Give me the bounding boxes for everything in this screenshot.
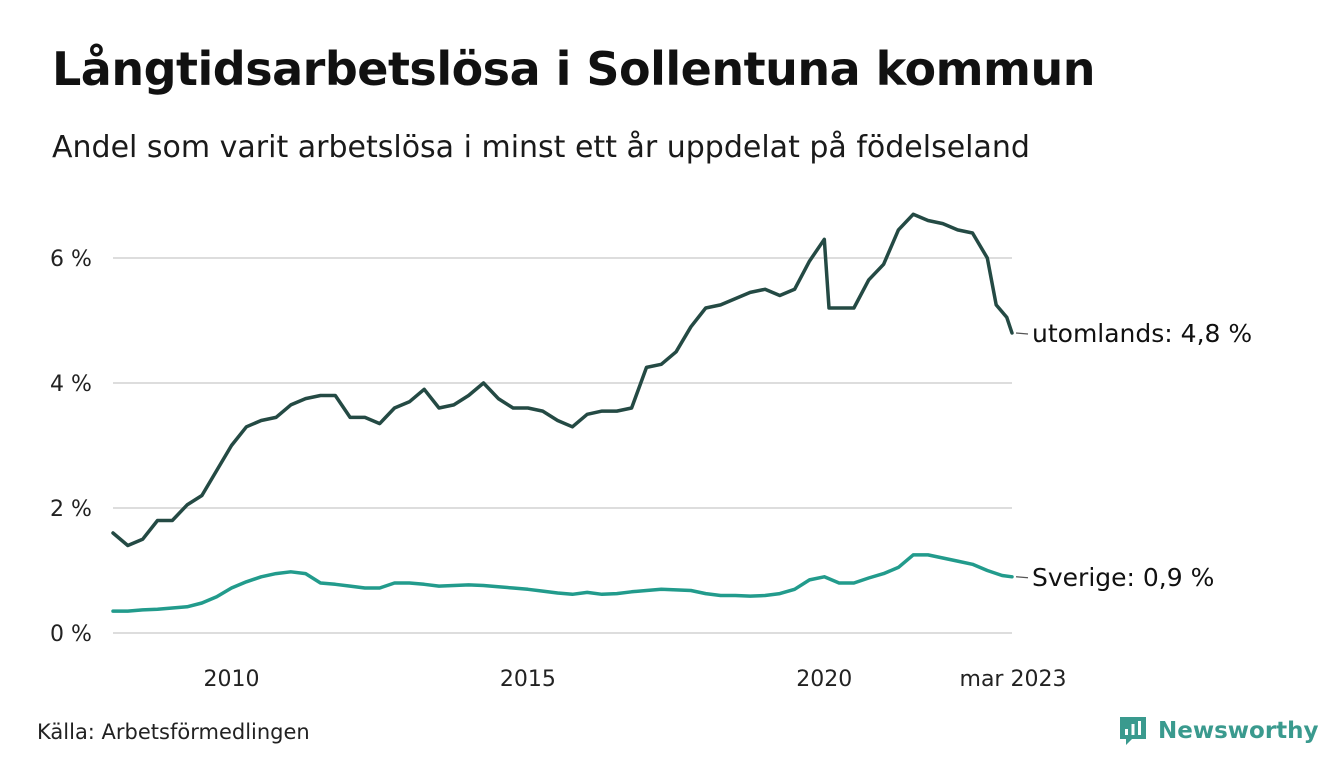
x-tick-label: mar 2023 bbox=[960, 667, 1067, 692]
series-end-labels: utomlands: 4,8 % Sverige: 0,9 % bbox=[1015, 319, 1252, 592]
label-leader-line bbox=[1015, 576, 1029, 579]
x-tick-label: 2015 bbox=[500, 667, 556, 692]
x-tick-label: 2010 bbox=[204, 667, 260, 692]
y-axis-ticks: 0 % 2 % 4 % 6 % bbox=[50, 247, 92, 647]
series-end-label: utomlands: 4,8 % bbox=[1032, 319, 1252, 348]
brand-logo: Newsworthy bbox=[1118, 715, 1319, 747]
y-tick-label: 0 % bbox=[50, 622, 92, 647]
chart-subtitle: Andel som varit arbetslösa i minst ett å… bbox=[52, 130, 1030, 165]
y-tick-label: 4 % bbox=[50, 372, 92, 397]
y-tick-label: 2 % bbox=[50, 497, 92, 522]
x-axis-ticks: 2010 2015 2020 mar 2023 bbox=[204, 667, 1067, 692]
gridlines bbox=[113, 257, 1012, 634]
label-leader-line bbox=[1015, 332, 1029, 335]
x-tick-label: 2020 bbox=[796, 667, 852, 692]
series-end-label: Sverige: 0,9 % bbox=[1032, 563, 1214, 592]
series-line-sverige bbox=[111, 553, 1014, 613]
y-tick-label: 6 % bbox=[50, 247, 92, 272]
series-lines bbox=[111, 212, 1014, 613]
chart-title: Långtidsarbetslösa i Sollentuna kommun bbox=[52, 42, 1095, 96]
source-note: Källa: Arbetsförmedlingen bbox=[37, 720, 310, 744]
chart-bubble-icon bbox=[1120, 717, 1146, 745]
series-line-utomlands bbox=[111, 212, 1014, 548]
brand-name: Newsworthy bbox=[1158, 718, 1319, 744]
